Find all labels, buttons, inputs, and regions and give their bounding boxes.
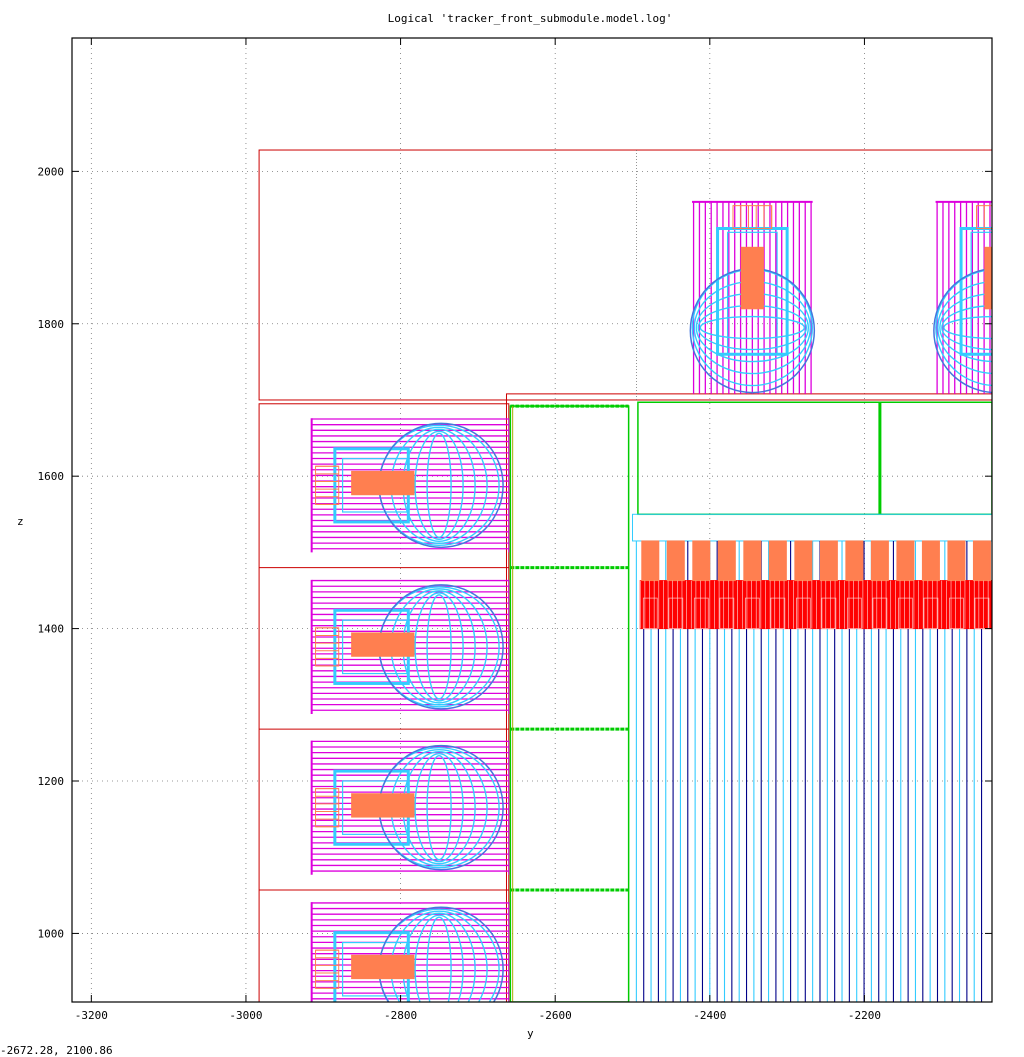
light-guide-inner xyxy=(726,231,778,355)
pmt-bulb-arc xyxy=(414,430,464,541)
y-tick-label: 1000 xyxy=(38,927,65,940)
pmt-bulb-arc xyxy=(699,315,806,340)
frame-top xyxy=(637,401,992,516)
readout-chip xyxy=(870,540,889,582)
electronics-block xyxy=(740,246,764,310)
pmt-bulb-outline xyxy=(933,267,992,394)
readout-chip xyxy=(717,540,736,582)
readout-socket xyxy=(872,597,888,629)
readout-chip xyxy=(641,540,660,582)
readout-chip xyxy=(947,540,966,582)
pmt-bulb-arc xyxy=(937,280,992,375)
readout-socket xyxy=(847,597,862,629)
mouse-coordinates: -2672.28, 2100.86 xyxy=(0,1044,113,1057)
readout-socket xyxy=(796,597,811,629)
frame-left xyxy=(509,405,630,1002)
electronics-block xyxy=(984,246,992,310)
y-tick-label: 1400 xyxy=(38,623,65,636)
readout-chip xyxy=(845,540,864,582)
x-tick-label: -2400 xyxy=(693,1009,726,1022)
readout-socket xyxy=(974,597,990,629)
electronics-block xyxy=(351,954,415,980)
pmt-bulb-arc xyxy=(414,592,464,702)
x-tick-label: -2800 xyxy=(384,1009,417,1022)
pmt-bulb-arc xyxy=(935,269,992,387)
y-tick-label: 1600 xyxy=(38,470,65,483)
readout-chip xyxy=(692,540,711,582)
readout-socket xyxy=(770,597,786,629)
pmt-bulb-arc xyxy=(943,315,992,340)
envelope-center xyxy=(505,393,992,1002)
x-tick-label: -3000 xyxy=(229,1009,262,1022)
x-tick-label: -2200 xyxy=(848,1009,881,1022)
readout-band xyxy=(639,580,992,630)
readout-socket xyxy=(719,597,735,629)
grid-lines xyxy=(72,38,992,1002)
envelope-top xyxy=(258,149,992,401)
readout-socket xyxy=(898,597,913,629)
electronics-block xyxy=(351,793,415,818)
pmt-bulb-arc xyxy=(939,292,992,363)
readout-socket xyxy=(821,597,837,629)
readout-chip xyxy=(666,540,685,582)
y-tick-label: 1800 xyxy=(38,318,65,331)
readout-chip xyxy=(819,540,838,582)
light-guide-inner xyxy=(970,231,992,355)
geometry-group xyxy=(258,149,992,1002)
x-tick-label: -2600 xyxy=(539,1009,572,1022)
y-tick-label: 2000 xyxy=(38,165,65,178)
axis-ticks: -3200 -3000 -2800 -2600 -2400 -2200 1000 1200 14… xyxy=(38,38,992,1022)
readout-chip xyxy=(768,540,787,582)
connector-block xyxy=(976,205,992,230)
readout-chip xyxy=(972,540,991,582)
y-axis-label: z xyxy=(17,515,24,528)
readout-socket xyxy=(949,597,964,629)
readout-chip xyxy=(896,540,915,582)
pmt-bulb-arc xyxy=(414,752,464,863)
readout-socket xyxy=(923,597,939,629)
pmt-bulb-arc xyxy=(426,916,452,1002)
x-tick-label: -3200 xyxy=(75,1009,108,1022)
pmt-bulb-arc xyxy=(414,914,464,1002)
pmt-bulb-arc xyxy=(941,304,992,351)
chart-title: Logical 'tracker_front_submodule.model.l… xyxy=(387,12,673,25)
readout-chip xyxy=(743,540,762,582)
readout-socket xyxy=(693,597,709,629)
pmt-bulb-arc xyxy=(426,432,452,539)
plot-border xyxy=(71,37,993,1003)
frame-cover xyxy=(632,513,992,542)
readout-socket xyxy=(668,597,684,629)
readout-chip xyxy=(794,540,813,582)
x-axis-label: y xyxy=(527,1027,534,1040)
pmt-bulb-arc xyxy=(426,754,452,861)
readout-socket xyxy=(642,597,658,629)
readout-socket xyxy=(744,597,760,629)
readout-chip xyxy=(921,540,940,582)
electronics-block xyxy=(351,632,415,657)
electronics-block xyxy=(351,470,415,496)
y-tick-label: 1200 xyxy=(38,775,65,788)
geometry-drawing xyxy=(258,149,992,1002)
pmt-bulb-arc xyxy=(426,594,452,700)
